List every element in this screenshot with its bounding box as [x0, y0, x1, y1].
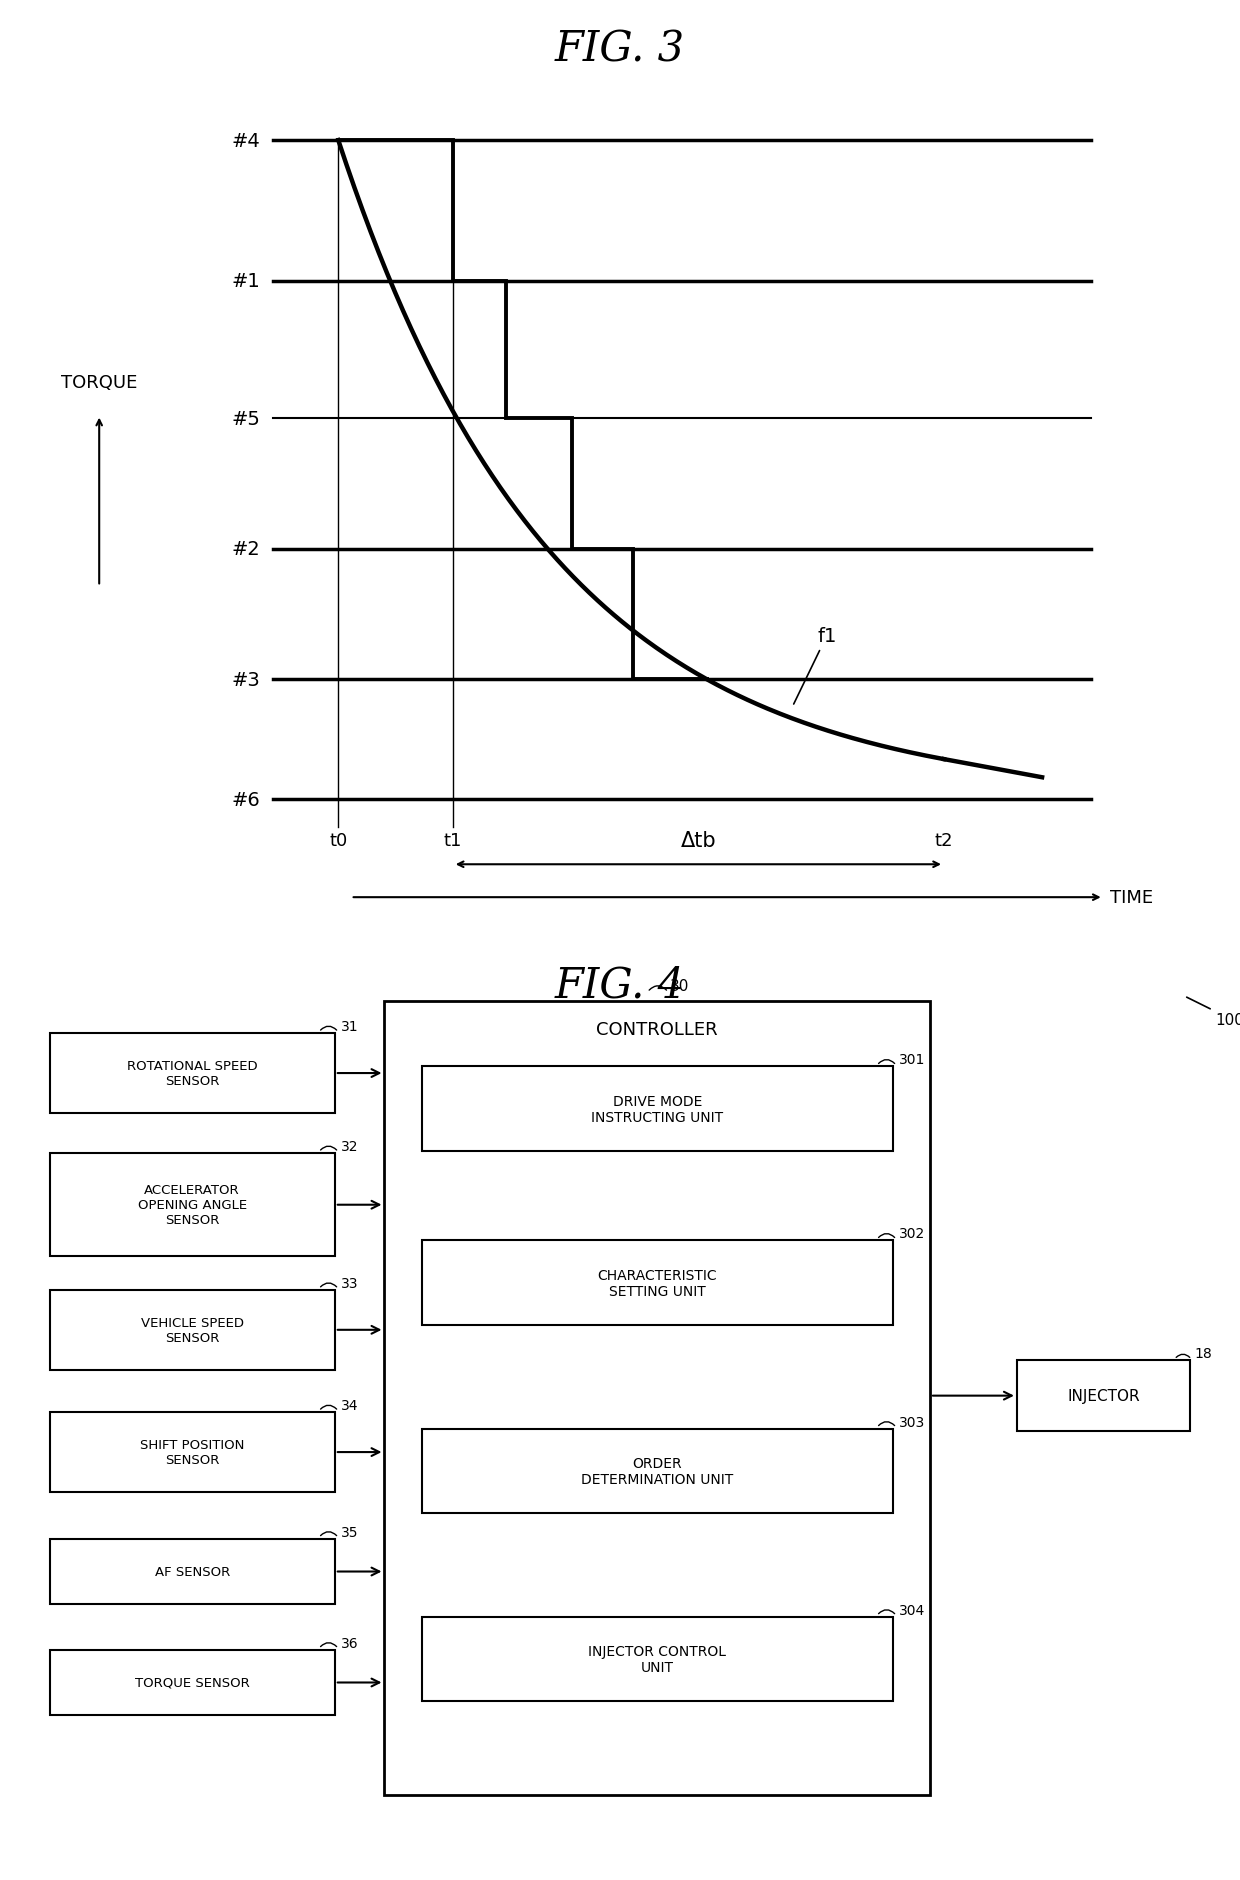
- Text: FIG. 3: FIG. 3: [556, 28, 684, 70]
- Text: t2: t2: [935, 833, 954, 850]
- Text: ORDER
DETERMINATION UNIT: ORDER DETERMINATION UNIT: [582, 1455, 733, 1487]
- Bar: [422, 1617, 893, 1701]
- Bar: [384, 1000, 930, 1795]
- Text: ACCELERATOR
OPENING ANGLE
SENSOR: ACCELERATOR OPENING ANGLE SENSOR: [138, 1184, 247, 1226]
- Text: 301: 301: [899, 1053, 925, 1068]
- Text: t0: t0: [329, 833, 347, 850]
- Text: 304: 304: [899, 1604, 925, 1617]
- Text: 35: 35: [341, 1525, 358, 1538]
- Text: #5: #5: [232, 410, 260, 429]
- Text: #4: #4: [232, 132, 260, 150]
- Text: VEHICLE SPEED
SENSOR: VEHICLE SPEED SENSOR: [140, 1316, 244, 1344]
- Text: AF SENSOR: AF SENSOR: [155, 1566, 229, 1577]
- Text: FIG. 4: FIG. 4: [556, 964, 684, 1006]
- Text: ROTATIONAL SPEED
SENSOR: ROTATIONAL SPEED SENSOR: [126, 1060, 258, 1087]
- Text: 33: 33: [341, 1277, 358, 1290]
- Text: CONTROLLER: CONTROLLER: [596, 1021, 718, 1038]
- Text: DRIVE MODE
INSTRUCTING UNIT: DRIVE MODE INSTRUCTING UNIT: [591, 1094, 723, 1124]
- Bar: [50, 1290, 335, 1371]
- Bar: [50, 1651, 335, 1715]
- Text: 32: 32: [341, 1139, 358, 1154]
- Text: 30: 30: [670, 979, 689, 993]
- Bar: [422, 1429, 893, 1513]
- Text: #6: #6: [232, 790, 260, 808]
- Text: #3: #3: [232, 669, 260, 690]
- Text: TORQUE: TORQUE: [61, 374, 138, 393]
- Text: #2: #2: [232, 540, 260, 558]
- Bar: [1017, 1361, 1190, 1431]
- Text: TORQUE SENSOR: TORQUE SENSOR: [135, 1677, 249, 1688]
- Text: 18: 18: [1194, 1346, 1211, 1361]
- Text: #1: #1: [232, 273, 260, 291]
- Text: INJECTOR: INJECTOR: [1068, 1389, 1140, 1402]
- Bar: [50, 1154, 335, 1258]
- Text: SHIFT POSITION
SENSOR: SHIFT POSITION SENSOR: [140, 1438, 244, 1466]
- Text: 302: 302: [899, 1228, 925, 1241]
- Text: 31: 31: [341, 1019, 358, 1034]
- Bar: [422, 1068, 893, 1151]
- Text: 36: 36: [341, 1636, 358, 1651]
- Text: INJECTOR CONTROL
UNIT: INJECTOR CONTROL UNIT: [588, 1643, 727, 1675]
- Bar: [50, 1412, 335, 1493]
- Text: t1: t1: [444, 833, 463, 850]
- Text: 34: 34: [341, 1399, 358, 1412]
- Bar: [50, 1034, 335, 1113]
- Text: 303: 303: [899, 1416, 925, 1429]
- Text: f1: f1: [794, 626, 837, 705]
- Bar: [422, 1241, 893, 1325]
- Text: CHARACTERISTIC
SETTING UNIT: CHARACTERISTIC SETTING UNIT: [598, 1267, 717, 1299]
- Bar: [50, 1538, 335, 1604]
- Text: TIME: TIME: [1110, 889, 1153, 906]
- Text: 100: 100: [1215, 1013, 1240, 1026]
- Text: Δtb: Δtb: [681, 831, 717, 850]
